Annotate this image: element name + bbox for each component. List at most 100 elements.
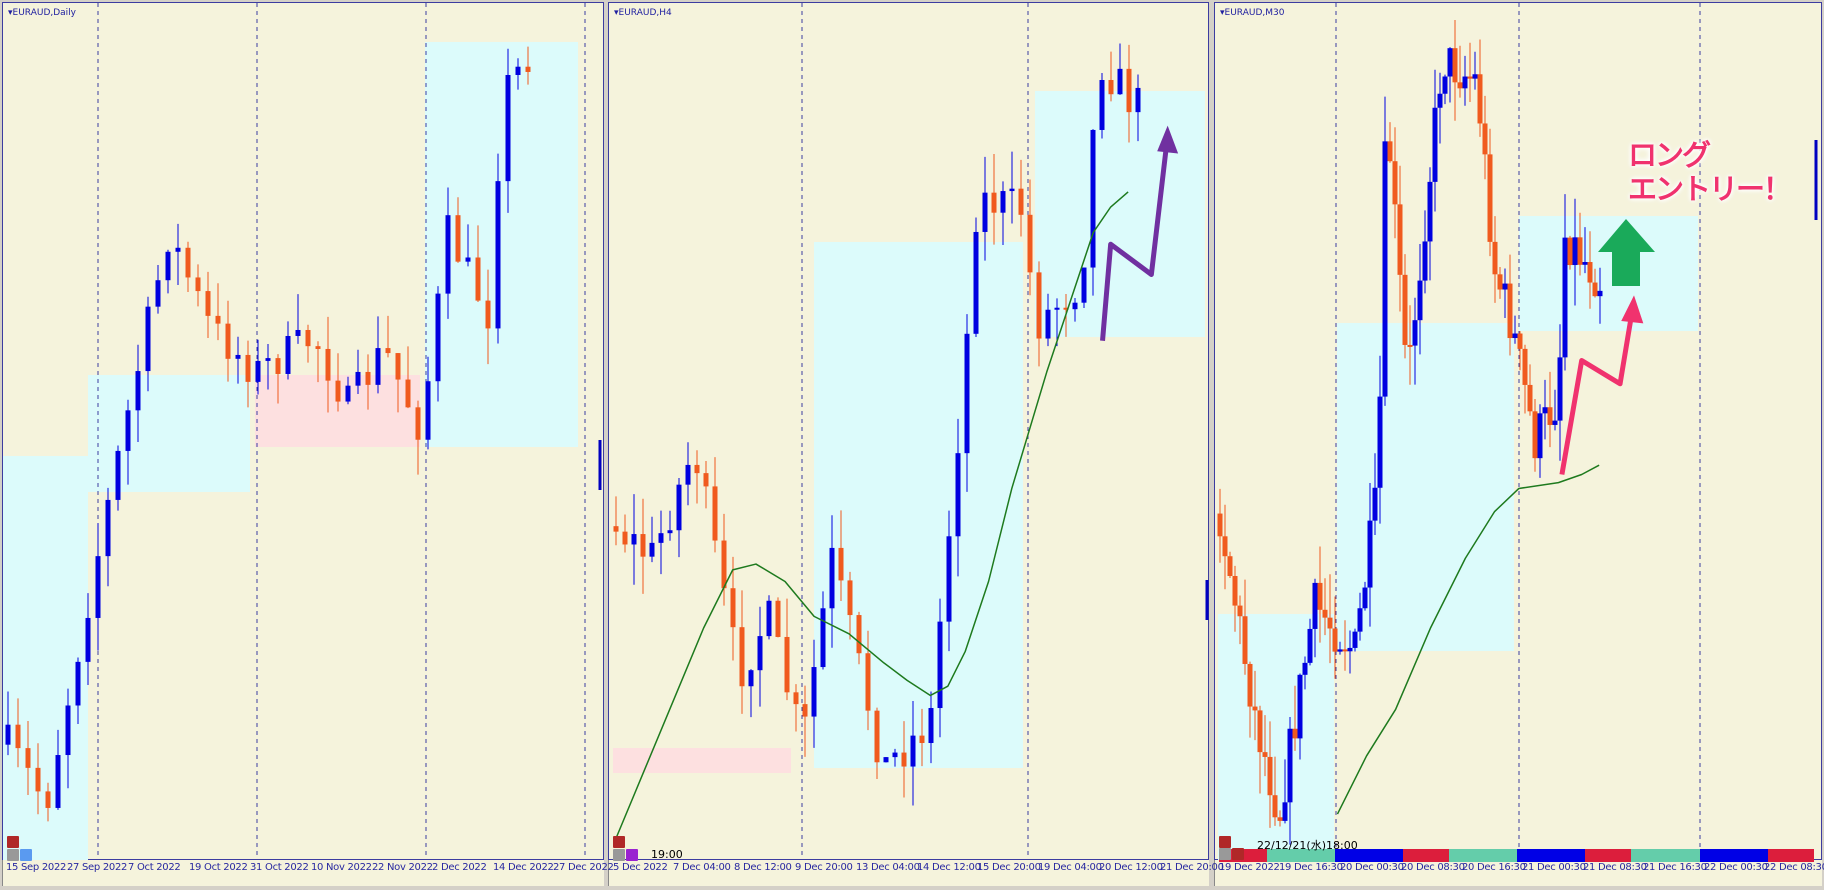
time-axis-label: 20 Dec 08:30 — [1401, 862, 1465, 873]
candle-bear — [1392, 161, 1398, 205]
candle-bear — [185, 247, 191, 278]
candle-bull — [685, 464, 691, 485]
close-indicator-button[interactable] — [7, 836, 19, 848]
chart-title-m30: EURAUD,M30 — [1220, 8, 1285, 18]
candle-bull — [1542, 407, 1548, 414]
candle-bear — [1036, 272, 1042, 339]
candle-bear — [1507, 283, 1513, 339]
candle-bull — [973, 231, 979, 334]
chart-title-h4: EURAUD,H4 — [614, 8, 672, 18]
candle-bull — [658, 533, 664, 543]
candle-bear — [1397, 204, 1403, 275]
session-bar-segment — [1335, 849, 1403, 862]
candle-bear — [1108, 80, 1114, 95]
candle-bear — [865, 653, 871, 711]
candle-bull — [425, 381, 431, 440]
candle-bull — [1090, 129, 1096, 268]
candle-bear — [784, 636, 790, 693]
session-bar-segment — [1700, 849, 1768, 862]
indicator-button[interactable] — [20, 849, 32, 861]
close-indicator-button[interactable] — [613, 836, 625, 848]
candle-bull — [1337, 649, 1343, 652]
close-indicator-button[interactable] — [1219, 836, 1231, 848]
candle-bull — [345, 385, 351, 402]
candle-bear — [485, 300, 491, 329]
time-axis-label: 20 Dec 16:30 — [1462, 862, 1526, 873]
candle-bull — [910, 735, 916, 767]
pink-arrow-head — [1621, 295, 1644, 324]
candle-bear — [1487, 154, 1493, 242]
candle-bear — [1242, 616, 1248, 664]
candle-bear — [305, 329, 311, 347]
candle-bull — [766, 600, 772, 637]
candle-bull — [676, 484, 682, 531]
candle-bull — [255, 360, 261, 382]
candle-bear — [385, 348, 391, 354]
time-stamp-m30: 22/12/21(水)18:00 — [1257, 839, 1358, 852]
candle-bull — [1000, 191, 1006, 213]
candle-bull — [1447, 48, 1453, 77]
candle-bull — [1099, 80, 1105, 130]
candle-bear — [1262, 752, 1268, 757]
candle-bull — [883, 757, 889, 763]
time-axis-label: 14 Dec 12:00 — [917, 862, 981, 873]
candle-bull — [829, 547, 835, 609]
candle-bear — [215, 315, 221, 324]
candle-bear — [802, 704, 808, 717]
time-stamp-h4: 19:00 — [651, 848, 683, 861]
candle-bull — [1412, 320, 1418, 346]
candle-bear — [1227, 556, 1233, 577]
time-axis-label: 15 Sep 2022 — [6, 862, 67, 873]
session-bar-segment — [1631, 849, 1700, 862]
candle-bear — [1018, 188, 1024, 215]
candle-bull — [1117, 68, 1123, 95]
candle-bull — [5, 724, 11, 745]
chart-title-daily: EURAUD,Daily — [8, 8, 76, 18]
candle-bear — [838, 547, 844, 581]
indicator-button[interactable] — [626, 849, 638, 861]
candle-bear — [1482, 123, 1488, 155]
candle-bull — [505, 74, 511, 182]
candle-bull — [748, 670, 754, 687]
long-entry-annotation: ロング エントリー！ — [1628, 138, 1792, 206]
bomb-icon[interactable] — [7, 849, 19, 861]
candle-bear — [1332, 628, 1338, 652]
session-bar-segment — [1449, 849, 1517, 862]
candle-bull — [55, 755, 61, 808]
bomb-icon[interactable] — [613, 849, 625, 861]
candle-bull — [175, 247, 181, 252]
candle-bull — [1417, 280, 1423, 321]
time-axis-daily — [2, 860, 604, 886]
candle-bull — [1562, 237, 1568, 358]
time-axis-label: 20 Dec 12:00 — [1099, 862, 1163, 873]
candle-bull — [125, 410, 131, 451]
candle-bear — [1457, 82, 1463, 89]
candle-bull — [1372, 487, 1378, 521]
candle-bear — [775, 600, 781, 637]
candle-bull — [465, 257, 471, 262]
candle-bull — [1472, 74, 1478, 79]
time-axis-label: 31 Oct 2022 — [250, 862, 309, 873]
bomb-icon[interactable] — [1219, 848, 1231, 860]
candle-bear — [1342, 649, 1348, 652]
candle-bull — [1432, 107, 1438, 182]
candle-bull — [1422, 241, 1428, 281]
candle-bear — [475, 257, 481, 301]
time-axis-label: 22 Nov 2022 — [372, 862, 433, 873]
time-axis-label: 19 Oct 2022 — [189, 862, 248, 873]
candle-bear — [205, 291, 211, 316]
candle-bull — [85, 617, 91, 662]
candle-bear — [640, 534, 646, 557]
candle-bull — [946, 536, 952, 622]
time-axis-label: 22 Dec 08:30 — [1764, 862, 1824, 873]
candle-bull — [649, 542, 655, 557]
candle-bull — [1045, 309, 1051, 339]
candle-bull — [95, 556, 101, 618]
indicator-button[interactable] — [1232, 848, 1244, 860]
candle-bear — [455, 215, 461, 262]
candle-bear — [1277, 817, 1283, 821]
time-axis-label: 19 Dec 04:00 — [1038, 862, 1102, 873]
time-axis-label: 9 Dec 20:00 — [795, 862, 853, 873]
candle-bear — [874, 710, 880, 763]
